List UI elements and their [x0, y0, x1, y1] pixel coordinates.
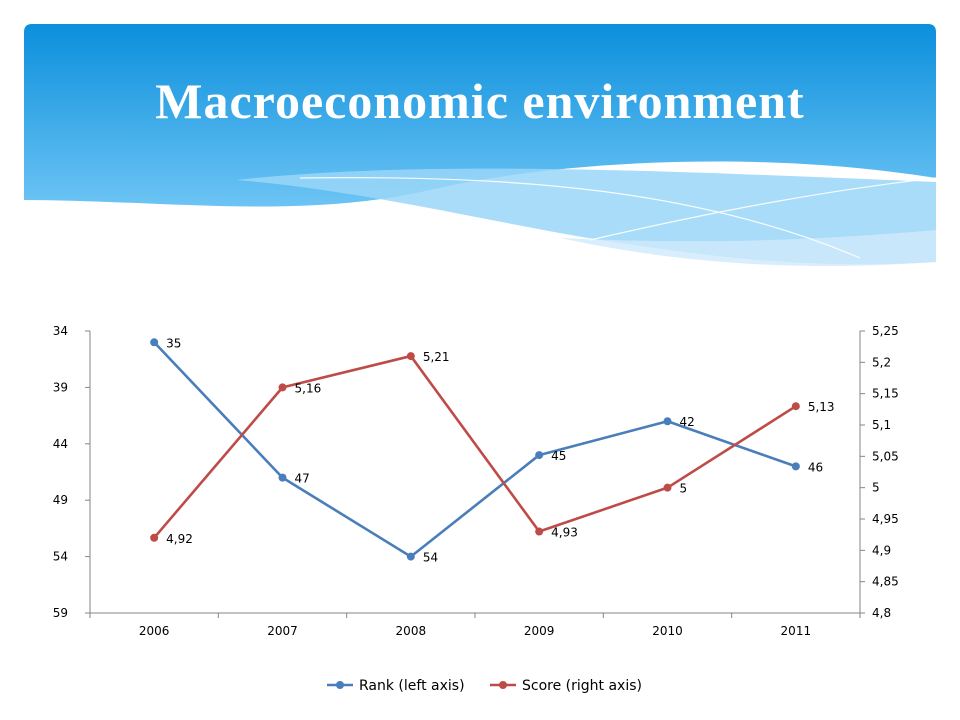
series-line-1 — [153, 354, 797, 539]
right-axis-tick-label: 4,8 — [872, 606, 891, 620]
right-axis-tick-label: 5,1 — [872, 418, 891, 432]
data-label: 5,16 — [295, 381, 322, 395]
data-label: 5,21 — [423, 350, 450, 364]
data-point — [663, 483, 672, 492]
chart-axes: 34 39 44 49 54 59 5,25 5,2 5,15 5,1 5,05 5 4,95 4,9 4,… — [53, 324, 899, 638]
chart-legend: Rank (left axis) Score (right axis) — [327, 678, 642, 694]
data-point — [791, 402, 800, 411]
left-axis-tick-label: 59 — [53, 606, 68, 620]
right-axis-tick-label: 5,25 — [872, 324, 899, 338]
right-axis-tick-label: 4,9 — [872, 543, 891, 557]
data-label: 35 — [166, 336, 181, 350]
data-point — [150, 338, 159, 347]
right-axis-tick-label: 5 — [872, 481, 880, 495]
x-axis-tick-label: 2009 — [524, 624, 555, 638]
x-axis-tick-label: 2011 — [781, 624, 812, 638]
right-axis-tick-label: 5,15 — [872, 387, 899, 401]
dual-axis-line-chart: 34 39 44 49 54 59 5,25 5,2 5,15 5,1 5,05 5 4,95 4,9 4,… — [53, 324, 899, 694]
x-axis-tick-label: 2006 — [139, 624, 170, 638]
legend-label: Rank (left axis) — [359, 678, 465, 694]
data-label: 46 — [808, 460, 823, 474]
data-point — [150, 533, 159, 542]
data-label: 5,13 — [808, 400, 835, 414]
data-label: 45 — [551, 449, 566, 463]
x-axis-tick-label: 2007 — [267, 624, 298, 638]
left-axis-tick-label: 34 — [53, 324, 68, 338]
data-point — [406, 552, 415, 561]
right-axis-tick-label: 5,2 — [872, 355, 891, 369]
banner-swoosh-line — [299, 177, 861, 259]
right-axis-tick-label: 4,95 — [872, 512, 899, 526]
left-axis-tick-label: 39 — [53, 380, 68, 394]
data-label: 47 — [295, 472, 310, 486]
data-label: 42 — [680, 415, 695, 429]
banner-swoosh-line-2 — [589, 177, 937, 241]
banner-wave-pale — [560, 230, 936, 267]
left-axis-tick-label: 54 — [53, 550, 68, 564]
title-banner — [24, 24, 937, 267]
right-axis-tick-label: 5,05 — [872, 449, 899, 463]
data-point — [791, 462, 800, 471]
data-point — [535, 451, 544, 460]
data-point — [278, 473, 287, 482]
data-point — [278, 383, 287, 392]
chart-series — [150, 338, 800, 561]
right-axis-tick-label: 4,85 — [872, 575, 899, 589]
left-axis-tick-label: 49 — [53, 493, 68, 507]
legend-label: Score (right axis) — [522, 678, 642, 694]
banner-background — [24, 24, 936, 207]
legend-marker — [336, 681, 344, 689]
data-label: 5 — [680, 482, 688, 496]
data-point — [663, 417, 672, 426]
chart-data-labels: 35 47 54 45 42 46 4,92 5,16 5,21 4,93 5 5,13 — [166, 336, 834, 564]
x-axis-tick-label: 2008 — [396, 624, 427, 638]
data-point — [406, 352, 415, 361]
data-label: 4,93 — [551, 526, 578, 540]
data-label: 4,92 — [166, 532, 193, 546]
x-axis-tick-label: 2010 — [652, 624, 683, 638]
data-point — [535, 527, 544, 536]
series-line-0 — [153, 341, 797, 558]
left-axis-tick-label: 44 — [53, 437, 68, 451]
legend-marker — [499, 681, 507, 689]
slide-title: Macroeconomic environment — [155, 73, 805, 129]
data-label: 54 — [423, 551, 438, 565]
